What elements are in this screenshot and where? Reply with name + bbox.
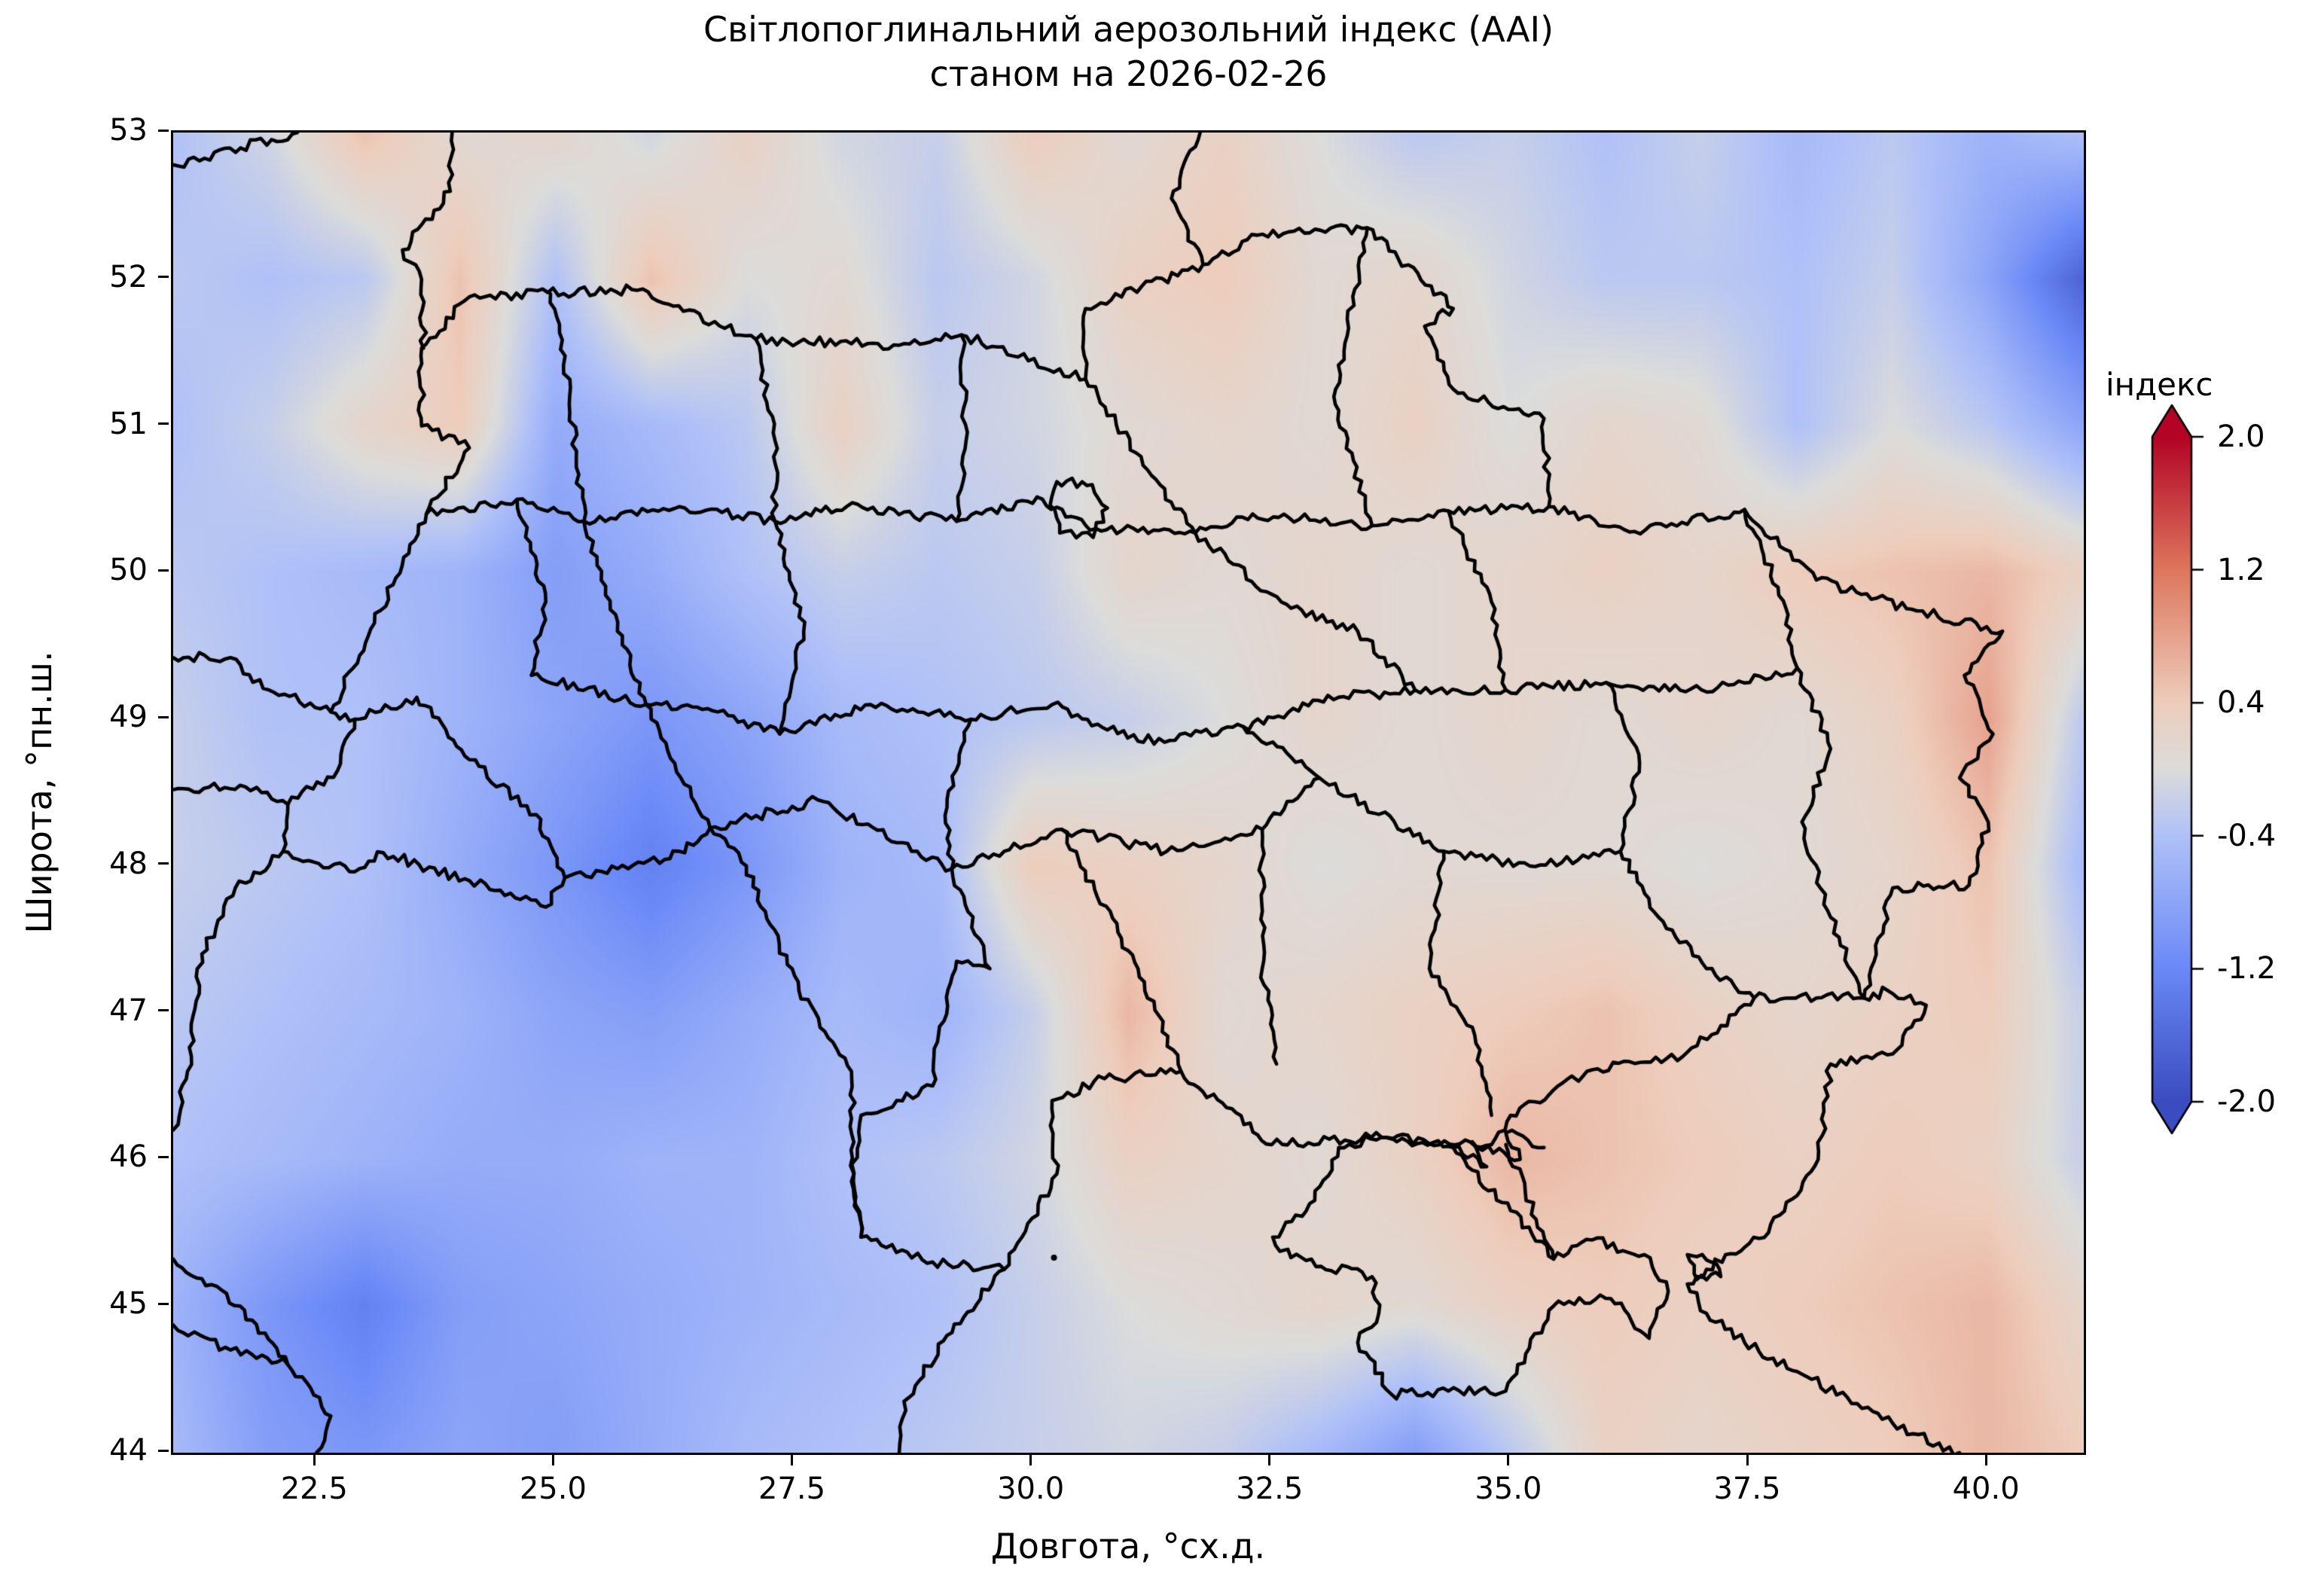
y-tick-label: 47 [109, 993, 148, 1028]
x-tick-mark [791, 1455, 794, 1465]
colorbar-tick-label: -0.4 [2217, 818, 2277, 853]
colorbar-tick-label: -2.0 [2217, 1084, 2277, 1119]
chart-title: Світлопоглинальний аерозольний індекс (A… [171, 8, 2086, 96]
y-tick-label: 48 [109, 846, 148, 881]
chart-title-line2: станом на 2026-02-26 [929, 53, 1328, 94]
x-tick-mark [1268, 1455, 1271, 1465]
y-tick-mark [158, 1009, 169, 1012]
y-tick-mark [158, 129, 169, 132]
chart-title-line1: Світлопоглинальний аерозольний індекс (A… [703, 9, 1554, 50]
x-tick-label: 22.5 [280, 1472, 348, 1506]
y-tick-mark [158, 715, 169, 718]
colorbar-tick-label: 2.0 [2217, 419, 2265, 454]
y-tick-label: 52 [109, 259, 148, 294]
y-tick-label: 50 [109, 553, 148, 588]
y-tick-label: 45 [109, 1286, 148, 1322]
x-tick-mark [1029, 1455, 1032, 1465]
x-tick-label: 30.0 [997, 1472, 1065, 1506]
x-tick-label: 40.0 [1952, 1472, 2020, 1506]
y-tick-label: 53 [109, 113, 148, 148]
x-tick-label: 37.5 [1713, 1472, 1781, 1506]
colorbar-title: індекс [2106, 366, 2213, 403]
map-plot-area [171, 130, 2086, 1455]
aai-heatmap-canvas [173, 133, 2084, 1453]
y-tick-mark [158, 862, 169, 865]
colorbar-tick-label: -1.2 [2217, 951, 2277, 987]
x-tick-mark [1984, 1455, 1987, 1465]
y-tick-mark [158, 1155, 169, 1158]
y-tick-mark [158, 1449, 169, 1452]
y-tick-mark [158, 1302, 169, 1305]
x-tick-label: 27.5 [758, 1472, 826, 1506]
y-tick-label: 44 [109, 1433, 148, 1468]
x-tick-mark [551, 1455, 554, 1465]
colorbar-tick-label: 0.4 [2217, 685, 2265, 721]
y-tick-label: 46 [109, 1139, 148, 1175]
y-tick-mark [158, 422, 169, 425]
y-tick-label: 51 [109, 406, 148, 441]
y-axis-label: Широта, °пн.ш. [19, 651, 59, 934]
y-tick-label: 49 [109, 700, 148, 735]
y-tick-mark [158, 276, 169, 279]
x-tick-mark [1507, 1455, 1510, 1465]
x-tick-label: 25.0 [519, 1472, 587, 1506]
x-tick-mark [313, 1455, 316, 1465]
x-tick-label: 32.5 [1236, 1472, 1304, 1506]
x-axis-label: Довгота, °сх.д. [990, 1526, 1266, 1566]
colorbar-tick-label: 1.2 [2217, 552, 2265, 587]
y-tick-mark [158, 569, 169, 572]
x-tick-label: 35.0 [1475, 1472, 1542, 1506]
x-tick-mark [1746, 1455, 1749, 1465]
colorbar-canvas [2143, 398, 2241, 1151]
